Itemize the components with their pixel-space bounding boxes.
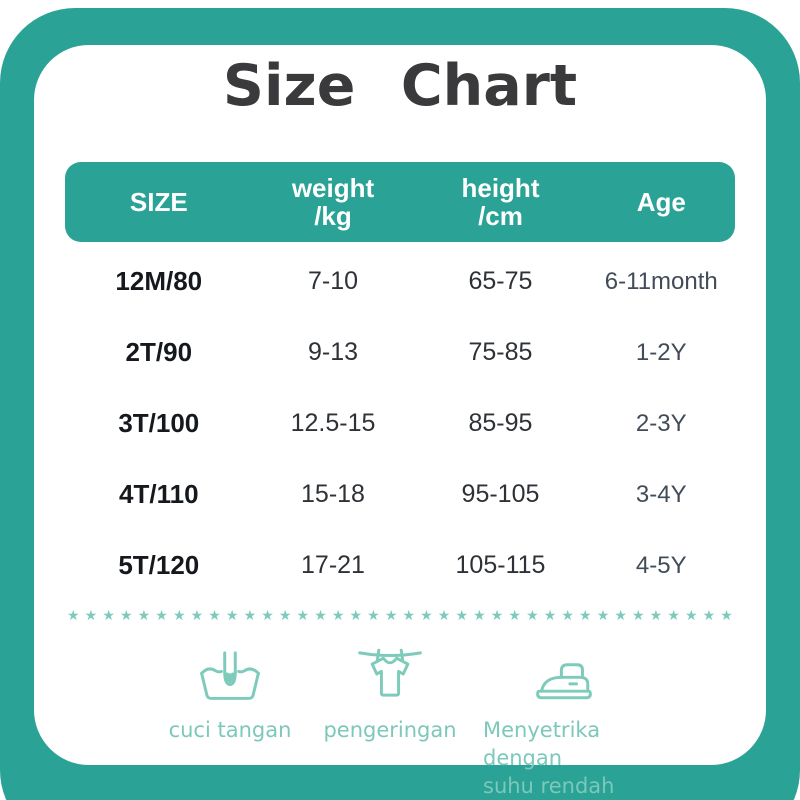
table-row: 4T/110 15-18 95-105 3-4Y xyxy=(65,459,735,530)
star-icon: ★ xyxy=(261,607,274,623)
star-icon: ★ xyxy=(296,607,310,623)
height-value: 85-95 xyxy=(468,409,533,437)
star-icon: ★ xyxy=(632,607,645,623)
weight-value: 12.5-15 xyxy=(290,409,376,437)
table-row: 12M/80 7-10 65-75 6-11month xyxy=(65,246,735,317)
column-header-unit: /cm xyxy=(478,201,523,231)
star-icon: ★ xyxy=(278,607,292,623)
column-header-weight: weight /kg xyxy=(253,174,414,230)
age-value: 6-11month xyxy=(604,267,718,295)
care-label: pengeringan xyxy=(323,716,456,744)
size-value: 12M/80 xyxy=(115,266,203,296)
star-icon: ★ xyxy=(543,607,557,623)
height-value: 65-75 xyxy=(468,267,533,295)
care-item-hand-wash: cuci tangan xyxy=(145,643,315,744)
column-header-label: height xyxy=(461,172,540,203)
star-icon: ★ xyxy=(667,607,680,623)
star-icon: ★ xyxy=(561,607,574,623)
age-value: 4-5Y xyxy=(635,551,687,579)
column-header-unit: /kg xyxy=(314,201,352,231)
star-icon: ★ xyxy=(155,607,168,623)
star-icon: ★ xyxy=(102,607,115,623)
star-icon: ★ xyxy=(243,607,257,623)
star-icon: ★ xyxy=(437,607,451,623)
star-icon: ★ xyxy=(172,607,186,623)
column-header-size: SIZE xyxy=(65,188,253,216)
star-icon: ★ xyxy=(579,607,592,623)
star-icon: ★ xyxy=(208,607,221,623)
star-icon: ★ xyxy=(314,607,327,623)
age-value: 1-2Y xyxy=(635,338,687,366)
hand-wash-icon xyxy=(197,643,263,709)
page-title: Size Chart xyxy=(222,53,578,119)
care-item-iron-low: Menyetrika dengan suhu rendah xyxy=(483,643,683,800)
content-card: Size Chart SIZE weight /kg height /cm Ag… xyxy=(34,45,766,798)
care-label-line: cuci tangan xyxy=(168,718,292,742)
size-value: 2T/90 xyxy=(125,337,193,367)
weight-value: 9-13 xyxy=(307,338,359,366)
star-icon: ★ xyxy=(596,607,610,623)
height-value: 105-115 xyxy=(455,551,546,579)
care-label-line: Menyetrika dengan xyxy=(483,718,601,770)
star-divider: ★ ★ ★ ★ ★ ★ ★ ★ ★ ★ ★ ★ ★ ★ ★ ★ ★ ★ ★ ★ ★ ★ ★ ★ ★ ★ ★ ★ ★ ★ ★ ★ ★ ★ ★ ★ ★ ★ xyxy=(67,605,733,625)
table-body: 12M/80 7-10 65-75 6-11month 2T/90 9-13 7… xyxy=(65,246,735,601)
star-icon: ★ xyxy=(720,607,733,623)
star-icon: ★ xyxy=(137,607,151,623)
age-value: 3-4Y xyxy=(635,480,687,508)
star-icon: ★ xyxy=(119,607,133,623)
star-icon: ★ xyxy=(190,607,204,623)
column-header-label: Age xyxy=(636,186,686,217)
star-icon: ★ xyxy=(331,607,345,623)
star-icon: ★ xyxy=(384,607,398,623)
star-icon: ★ xyxy=(367,607,380,623)
column-header-label: weight xyxy=(291,172,375,203)
care-label-line: pengeringan xyxy=(323,718,457,742)
weight-value: 7-10 xyxy=(307,267,359,295)
care-label: cuci tangan xyxy=(169,716,292,744)
table-row: 5T/120 17-21 105-115 4-5Y xyxy=(65,530,735,601)
star-icon: ★ xyxy=(225,607,239,623)
star-icon: ★ xyxy=(490,607,504,623)
star-icon: ★ xyxy=(614,607,627,623)
star-icon: ★ xyxy=(402,607,416,623)
star-icon: ★ xyxy=(420,607,433,623)
star-icon: ★ xyxy=(84,607,98,623)
star-icon: ★ xyxy=(526,607,539,623)
care-item-hang-dry: pengeringan xyxy=(315,643,465,744)
star-icon: ★ xyxy=(649,607,663,623)
star-icon: ★ xyxy=(349,607,363,623)
star-icon: ★ xyxy=(473,607,486,623)
column-header-age: Age xyxy=(588,188,735,216)
column-header-height: height /cm xyxy=(413,174,587,230)
iron-low-icon xyxy=(531,643,597,709)
care-label-line: suhu rendah xyxy=(483,774,615,798)
table-header-row: SIZE weight /kg height /cm Age xyxy=(65,162,735,242)
weight-value: 17-21 xyxy=(301,551,365,579)
age-value: 2-3Y xyxy=(635,409,687,437)
star-icon: ★ xyxy=(702,607,716,623)
star-icon: ★ xyxy=(67,607,80,623)
column-header-label: SIZE xyxy=(129,186,188,217)
size-value: 5T/120 xyxy=(118,550,200,580)
size-value: 4T/110 xyxy=(119,479,199,509)
star-icon: ★ xyxy=(508,607,521,623)
star-icon: ★ xyxy=(684,607,698,623)
height-value: 95-105 xyxy=(461,480,540,508)
care-instructions: cuci tangan pengeringan xyxy=(65,643,735,800)
table-row: 3T/100 12.5-15 85-95 2-3Y xyxy=(65,388,735,459)
table-row: 2T/90 9-13 75-85 1-2Y xyxy=(65,317,735,388)
height-value: 75-85 xyxy=(468,338,533,366)
care-label: Menyetrika dengan suhu rendah xyxy=(483,716,683,800)
size-value: 3T/100 xyxy=(118,408,200,438)
hang-dry-icon xyxy=(357,643,423,709)
weight-value: 15-18 xyxy=(301,480,365,508)
star-icon: ★ xyxy=(455,607,468,623)
